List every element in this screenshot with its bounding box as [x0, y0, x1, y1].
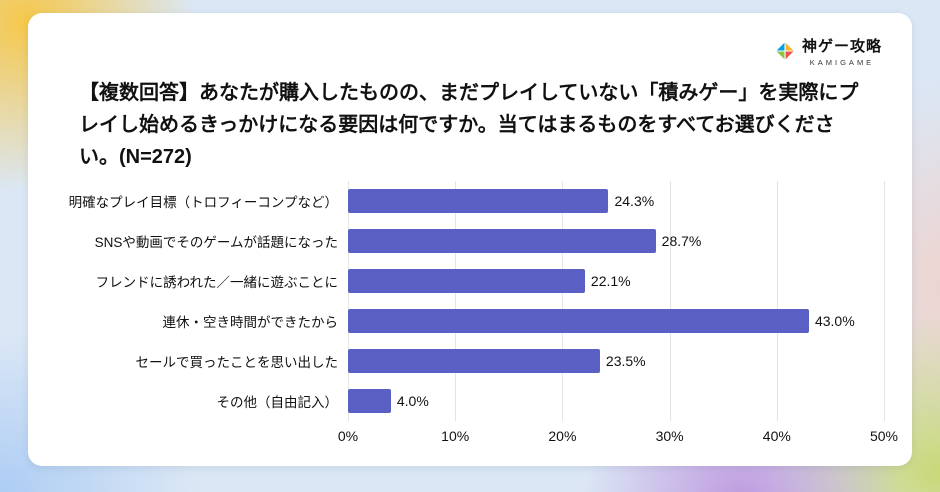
brand-subname: KAMIGAME	[809, 57, 875, 67]
x-axis-tick-label: 30%	[655, 428, 684, 444]
brand-text-group: 神ゲー攻略 KAMIGAME	[801, 38, 882, 67]
gridline	[562, 181, 564, 421]
chart-title: 【複数回答】あなたが購入したものの、まだプレイしていない「積みゲー」を実際にプレ…	[79, 82, 859, 168]
x-axis: 0% 10% 20% 30% 40% 50%	[338, 421, 898, 447]
bar-row: その他（自由記入） 4.0%	[56, 381, 884, 421]
bar-row: 連休・空き時間ができたから 43.0%	[56, 301, 884, 341]
survey-card: 神ゲー攻略 KAMIGAME 【複数回答】あなたが購入したものの、まだプレイして…	[28, 13, 912, 466]
bar-value-label: 24.3%	[614, 193, 655, 209]
bar-row: フレンドに誘われた／一緒に遊ぶことに 22.1%	[56, 261, 884, 301]
bar-row: 明確なプレイ目標（トロフィーコンプなど） 24.3%	[56, 181, 884, 221]
chart-gridlines	[348, 181, 885, 421]
bar-plot-area: 23.5%	[348, 341, 884, 381]
bar	[348, 309, 809, 333]
brand-logo: 神ゲー攻略 KAMIGAME	[774, 38, 882, 67]
x-axis-tick-label: 10%	[441, 428, 470, 444]
x-axis-tick-label: 50%	[869, 428, 899, 444]
bar-category-label: 明確なプレイ目標（トロフィーコンプなど）	[68, 195, 338, 210]
x-axis-tick-label: 40%	[762, 428, 791, 444]
bar-plot-area: 22.1%	[348, 261, 884, 301]
gridline	[348, 181, 349, 421]
bar-row: SNSや動画でそのゲームが話題になった 28.7%	[56, 221, 884, 261]
bar	[348, 189, 609, 213]
bar-value-label: 22.1%	[590, 273, 631, 289]
bar	[348, 229, 656, 253]
x-axis-tick-label: 20%	[548, 428, 577, 444]
gridline	[455, 181, 457, 421]
bar	[348, 269, 585, 293]
bar-category-label: フレンドに誘われた／一緒に遊ぶことに	[95, 275, 338, 290]
bar-rows: 明確なプレイ目標（トロフィーコンプなど） 24.3% SNSや動画でそのゲームが話題…	[56, 181, 884, 421]
bar-category-label: その他（自由記入）	[216, 395, 339, 410]
bar-value-label: 43.0%	[814, 313, 855, 329]
x-axis-tick-label: 0%	[337, 428, 359, 444]
bar-plot-area: 24.3%	[348, 181, 884, 221]
bar-category-label: 連休・空き時間ができたから	[162, 315, 339, 330]
gridline	[884, 181, 885, 421]
bar	[348, 349, 600, 373]
gridline	[669, 181, 671, 421]
bar-category-label: セールで買ったことを思い出した	[135, 355, 339, 370]
brand-name: 神ゲー攻略	[801, 38, 882, 55]
bar-value-label: 23.5%	[605, 353, 646, 369]
bar-plot-area: 4.0%	[348, 381, 884, 421]
kamigame-diamond-icon	[774, 40, 796, 62]
bar	[348, 389, 391, 413]
bar-chart: 明確なプレイ目標（トロフィーコンプなど） 24.3% SNSや動画でそのゲームが話題…	[56, 181, 898, 447]
bar-value-label: 4.0%	[396, 393, 429, 409]
bar-row: セールで買ったことを思い出した 23.5%	[56, 341, 884, 381]
bar-value-label: 28.7%	[661, 233, 702, 249]
bar-plot-area: 43.0%	[348, 301, 884, 341]
bar-category-label: SNSや動画でそのゲームが話題になった	[94, 235, 338, 250]
bar-plot-area: 28.7%	[348, 221, 884, 261]
gridline	[776, 181, 778, 421]
